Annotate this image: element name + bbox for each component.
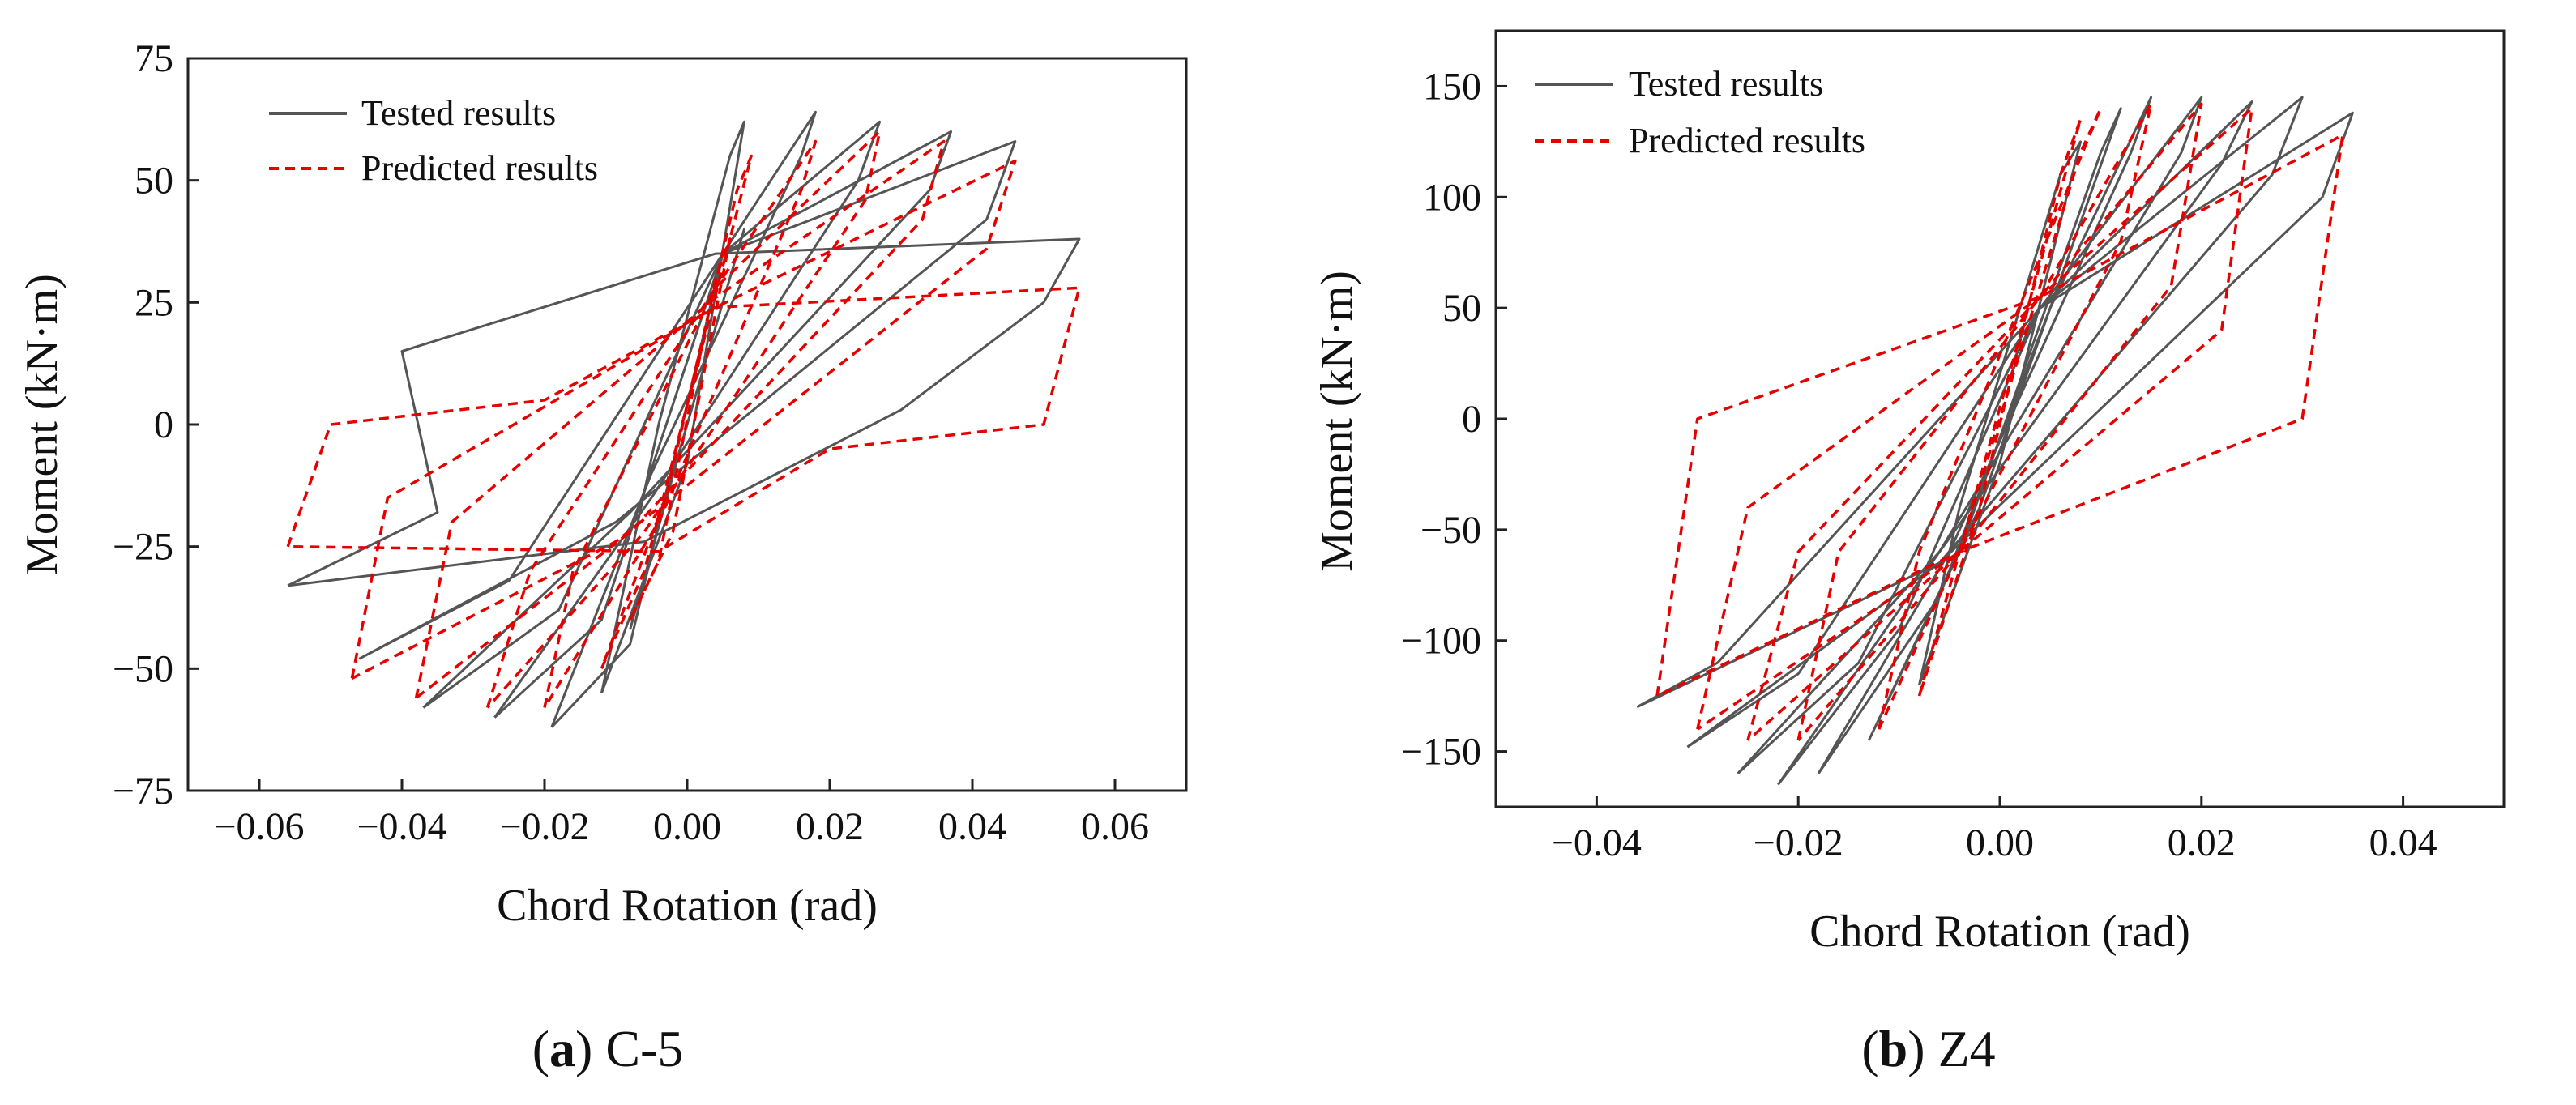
legend-label-tested-a: Tested results bbox=[361, 93, 556, 133]
y-axis-title-a: Moment (kN·m) bbox=[17, 274, 67, 575]
y-tick-label-a-4: 25 bbox=[135, 281, 173, 324]
data-series-b bbox=[1636, 96, 2354, 786]
tested-loop-b-6 bbox=[1636, 111, 2354, 709]
y-tick-label-a-3: 0 bbox=[154, 403, 173, 446]
chart-panel-a: −0.06 −0.04 −0.02 0.00 0.02 0.04 0.06 −75 −50 −25… bbox=[17, 37, 1188, 1077]
tested-loop-a-4 bbox=[422, 130, 953, 709]
caption-specimen-b: Z4 bbox=[1938, 1020, 1996, 1077]
predicted-loop-a-4 bbox=[414, 139, 946, 699]
predicted-loop-b-4 bbox=[1696, 107, 2253, 731]
x-axis-title-b: Chord Rotation (rad) bbox=[1809, 907, 2190, 957]
y-tick-label-b-2: −50 bbox=[1420, 509, 1481, 552]
y-tick-label-b-0: −150 bbox=[1401, 731, 1481, 774]
x-tick-label-a-0: −0.06 bbox=[214, 805, 304, 848]
x-tick-label-b-3: 0.02 bbox=[2168, 821, 2236, 864]
caption-b: (b) Z4 bbox=[1861, 1020, 1995, 1077]
tested-loop-a-5 bbox=[358, 140, 1017, 660]
x-tick-label-b-0: −0.04 bbox=[1552, 821, 1642, 864]
tested-loop-b-4 bbox=[1737, 100, 2253, 775]
caption-letter-b: b bbox=[1879, 1020, 1908, 1077]
x-tick-label-a-5: 0.04 bbox=[938, 805, 1006, 848]
axes-ticks-b: −0.04 −0.02 0.00 0.02 0.04 −150 −100 −50 0 50 100 1… bbox=[1401, 65, 2437, 864]
y-axis-title-b: Moment (kN·m) bbox=[1312, 271, 1362, 572]
y-tick-label-b-6: 150 bbox=[1423, 65, 1481, 108]
x-tick-label-a-4: 0.02 bbox=[796, 805, 864, 848]
y-tick-label-a-2: −25 bbox=[113, 526, 173, 569]
caption-letter-a: a bbox=[549, 1020, 575, 1077]
x-tick-label-b-1: −0.02 bbox=[1754, 821, 1843, 864]
legend-a: Tested results Predicted results bbox=[269, 93, 598, 188]
tested-loop-a-1 bbox=[600, 120, 745, 694]
y-tick-label-a-6: 75 bbox=[135, 37, 173, 80]
y-tick-label-b-5: 100 bbox=[1423, 176, 1481, 219]
series-b-1 bbox=[1655, 102, 2344, 742]
x-tick-label-a-2: −0.02 bbox=[499, 805, 589, 848]
y-tick-label-b-3: 0 bbox=[1462, 398, 1481, 441]
predicted-loop-b-5 bbox=[1655, 133, 2344, 698]
predicted-loop-b-1 bbox=[1877, 107, 2103, 730]
legend-b: Tested results Predicted results bbox=[1535, 64, 1865, 160]
tested-loop-a-3 bbox=[493, 120, 882, 719]
legend-label-predicted-b: Predicted results bbox=[1629, 121, 1865, 160]
legend-label-tested-b: Tested results bbox=[1629, 64, 1823, 104]
axes-ticks-a: −0.06 −0.04 −0.02 0.00 0.02 0.04 0.06 −75 −50 −25… bbox=[113, 37, 1149, 848]
x-tick-label-a-3: 0.00 bbox=[653, 805, 721, 848]
y-tick-label-b-1: −100 bbox=[1401, 620, 1481, 663]
x-tick-label-b-2: 0.00 bbox=[1966, 821, 2034, 864]
x-tick-label-b-4: 0.04 bbox=[2369, 821, 2437, 864]
data-series-a bbox=[286, 110, 1081, 728]
predicted-loop-a-1 bbox=[600, 154, 753, 670]
y-tick-label-a-0: −75 bbox=[113, 770, 173, 813]
caption-specimen-a: C-5 bbox=[605, 1020, 683, 1077]
predicted-loop-a-2 bbox=[543, 139, 818, 709]
y-tick-label-a-5: 50 bbox=[135, 160, 173, 203]
predicted-loop-a-6 bbox=[286, 286, 1081, 553]
predicted-loop-b-3 bbox=[1746, 102, 2203, 742]
x-tick-label-a-1: −0.04 bbox=[357, 805, 446, 848]
x-axis-title-a: Chord Rotation (rad) bbox=[497, 881, 878, 931]
y-tick-label-a-1: −50 bbox=[113, 647, 173, 690]
series-a-1 bbox=[286, 130, 1081, 709]
chart-panel-b: −0.04 −0.02 0.00 0.02 0.04 −150 −100 −50 0 50 100 1… bbox=[1312, 29, 2506, 1077]
tested-loop-a-6 bbox=[287, 237, 1081, 587]
caption-a: (a) C-5 bbox=[532, 1020, 684, 1077]
legend-label-predicted-a: Predicted results bbox=[361, 148, 598, 188]
tested-loop-a-2 bbox=[550, 110, 817, 728]
y-tick-label-b-4: 50 bbox=[1442, 287, 1481, 330]
x-tick-label-a-6: 0.06 bbox=[1081, 805, 1149, 848]
predicted-loop-a-5 bbox=[350, 159, 1017, 680]
